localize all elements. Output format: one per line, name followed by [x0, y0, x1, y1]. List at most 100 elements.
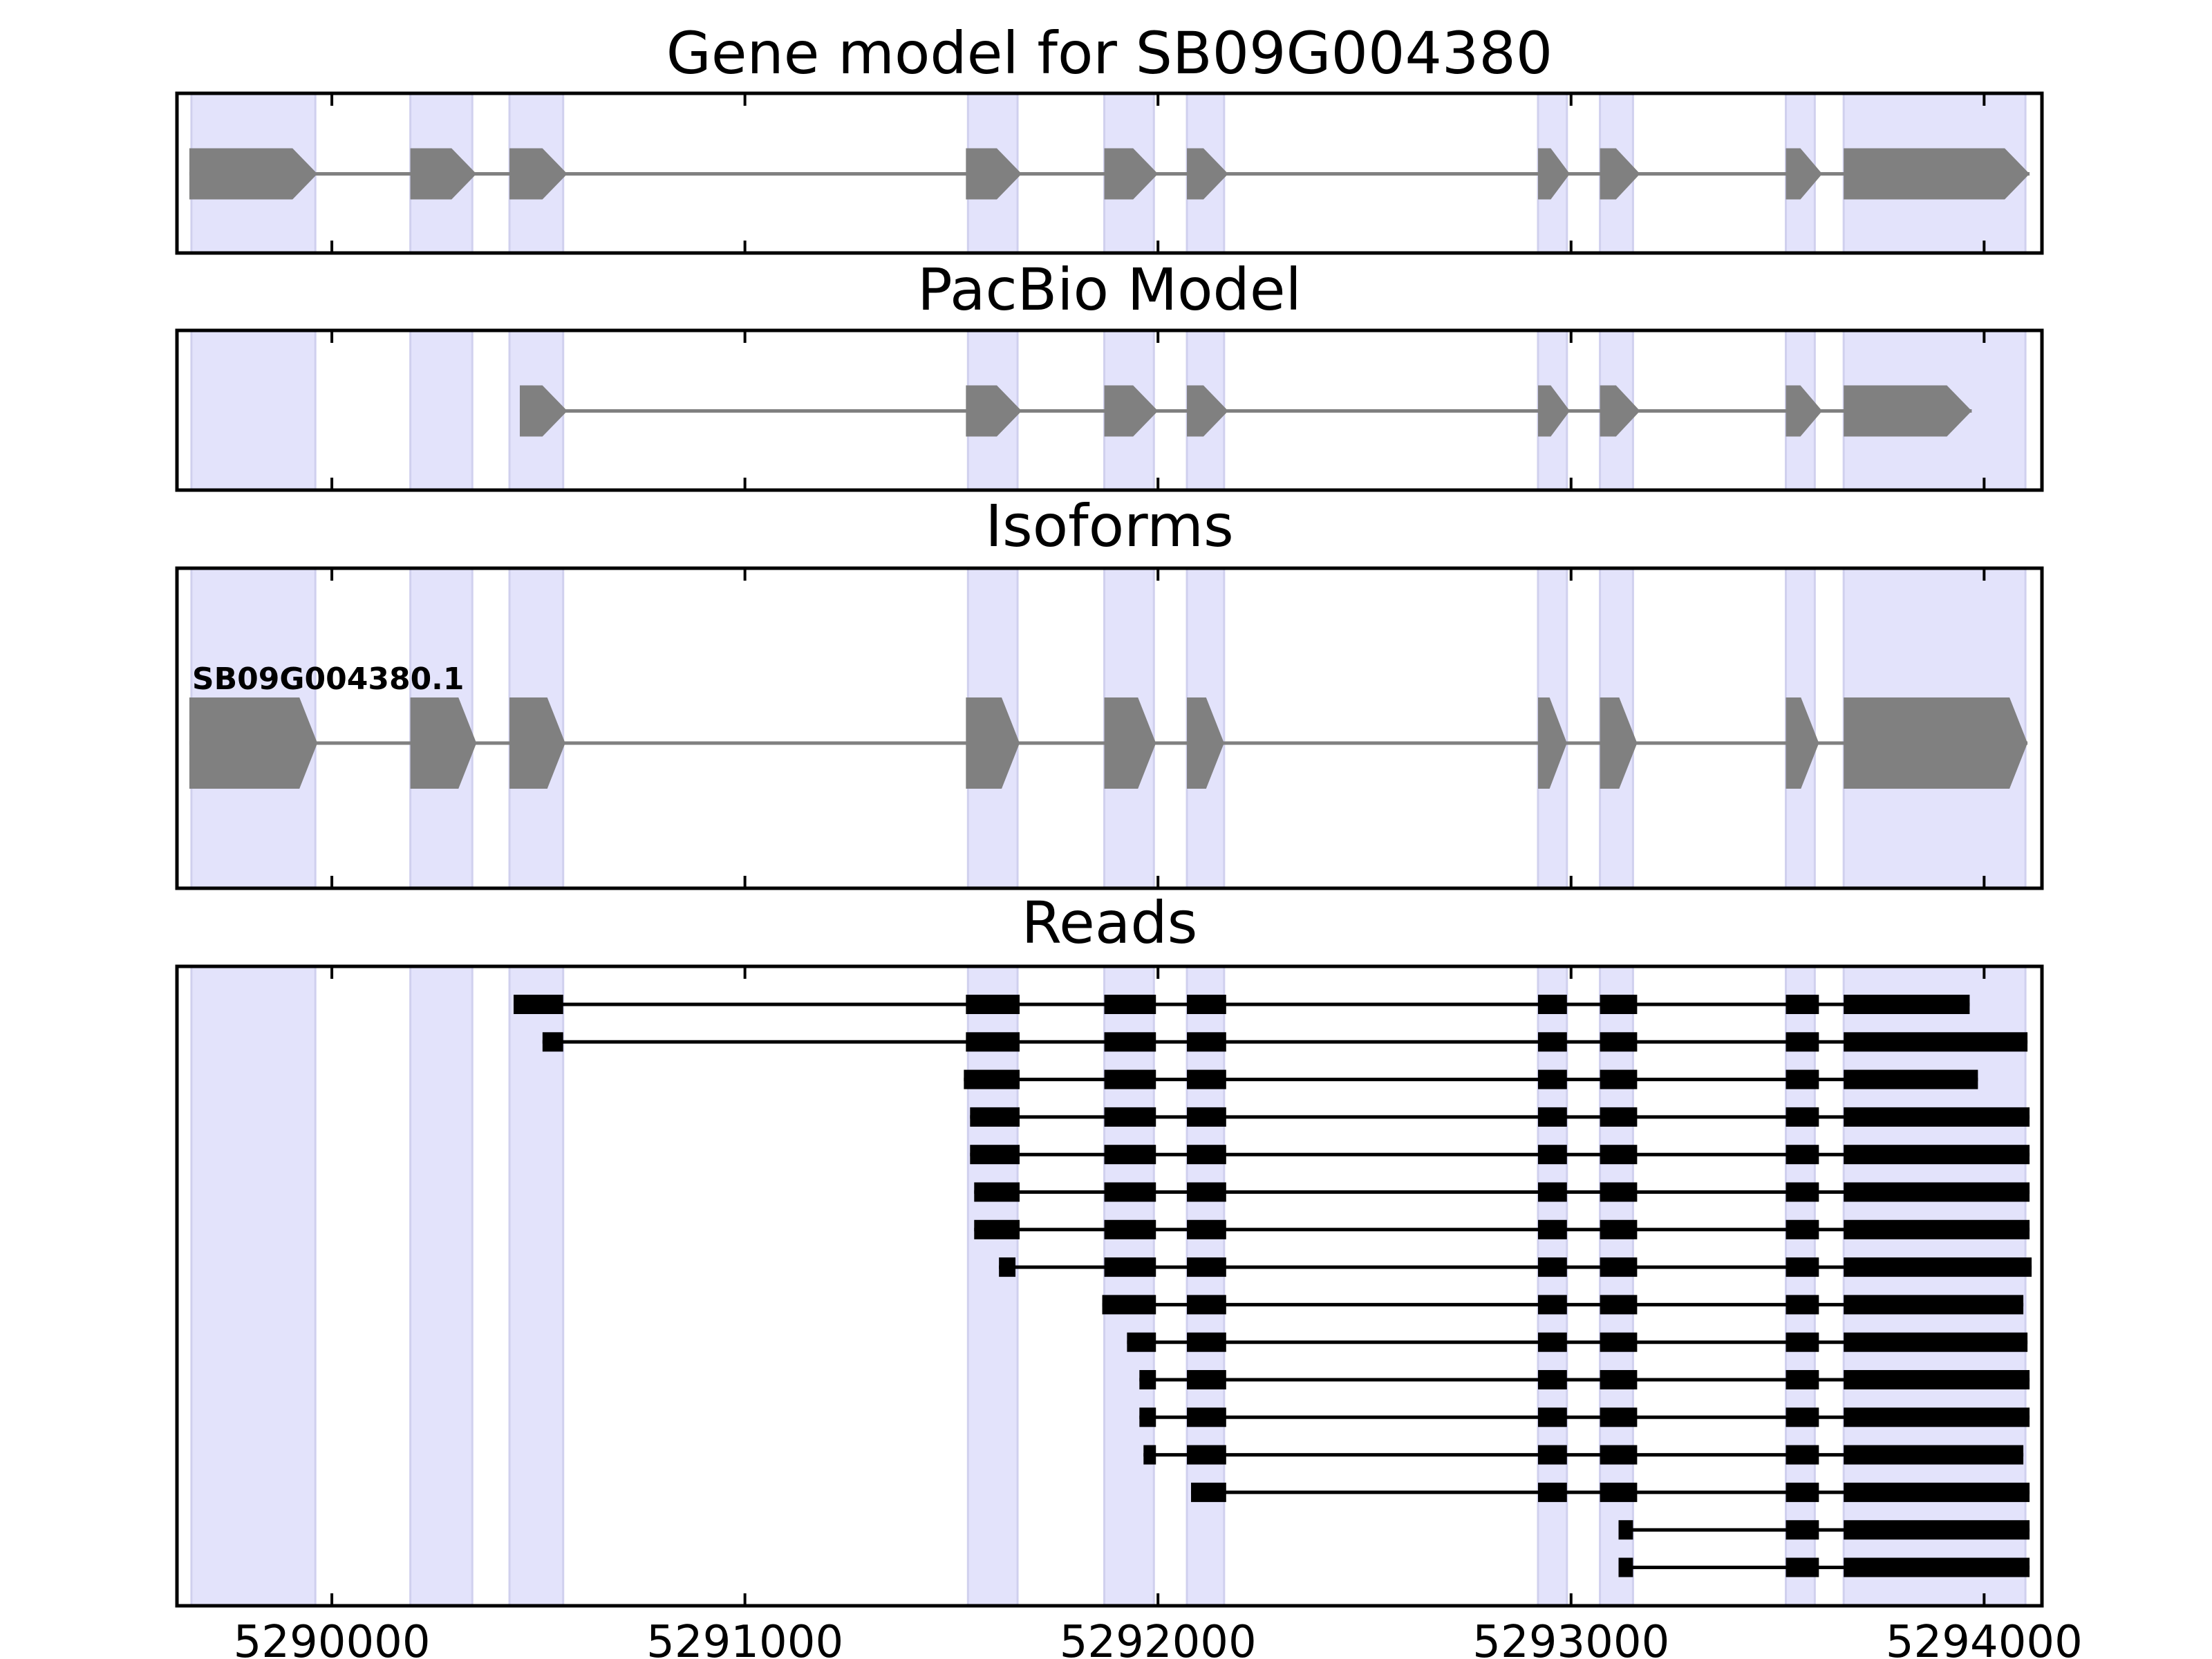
read-block — [1844, 1182, 2030, 1202]
read-block — [974, 1219, 1020, 1239]
read-block — [1187, 995, 1226, 1014]
read-block — [1104, 1032, 1156, 1052]
read-block — [964, 1069, 1020, 1089]
read-block — [974, 1182, 1020, 1202]
read-block — [1844, 1407, 2030, 1427]
highlight-region — [1103, 965, 1155, 1607]
read-block — [1844, 1332, 2028, 1352]
read-block — [1187, 1107, 1226, 1127]
panel-reads: Reads — [175, 889, 2044, 1608]
tick-layer — [330, 568, 1986, 888]
read-block — [1600, 1145, 1638, 1165]
read-block — [1844, 1145, 2030, 1165]
read-block — [542, 1032, 563, 1052]
read-block — [1187, 1445, 1226, 1465]
read-block — [1844, 1069, 1978, 1089]
read-block — [1600, 1182, 1638, 1202]
read-block — [1785, 1332, 1819, 1352]
exon — [966, 148, 1022, 200]
read-block — [1600, 1107, 1638, 1127]
exon — [410, 148, 477, 200]
exon — [189, 148, 318, 200]
read-block — [1187, 1370, 1226, 1389]
highlight-region — [966, 965, 1019, 1607]
read-block — [1537, 1445, 1567, 1465]
panel-title-pacbio-model: PacBio Model — [917, 256, 1302, 324]
tick-layer — [330, 966, 1986, 1606]
exon — [509, 148, 568, 200]
read-block — [1104, 1182, 1156, 1202]
read-block — [1844, 1445, 2024, 1465]
read-block — [1187, 1032, 1226, 1052]
read-block — [1102, 1295, 1156, 1315]
exon — [519, 385, 568, 437]
read-block — [1104, 1145, 1156, 1165]
read-block — [1187, 1407, 1226, 1427]
read-block — [1844, 1520, 2030, 1540]
read-block — [1537, 1032, 1567, 1052]
panel-title-gene-model: Gene model for SB09G004380 — [666, 19, 1553, 87]
read-block — [1187, 1219, 1226, 1239]
exon — [966, 385, 1022, 437]
x-tick-label: 5293000 — [1472, 1617, 1669, 1659]
read-block — [1600, 1219, 1638, 1239]
exon — [1187, 148, 1228, 200]
read-block — [1844, 1482, 2030, 1502]
read-block — [1104, 1219, 1156, 1239]
isoform-exon — [1537, 697, 1567, 789]
highlight-region — [508, 965, 565, 1607]
highlight-region — [190, 965, 317, 1607]
read-block — [966, 1032, 1020, 1052]
read-block — [1104, 1107, 1156, 1127]
exon — [1600, 385, 1640, 437]
read-block — [1785, 1295, 1819, 1315]
read-block — [1785, 1032, 1819, 1052]
x-axis-tick-labels: 5290000 5291000 5292000 5293000 5294000 — [234, 1617, 2083, 1659]
read-block — [1618, 1520, 1633, 1540]
read-block — [1785, 1557, 1819, 1577]
read-block — [1537, 1482, 1567, 1502]
highlight-region — [1842, 965, 2027, 1607]
x-tick-label: 5292000 — [1060, 1617, 1257, 1659]
read-block — [1844, 1370, 2030, 1389]
isoform-label: SB09G004380.1 — [192, 662, 465, 697]
read-block — [1844, 1295, 2024, 1315]
read-block — [1187, 1182, 1226, 1202]
read-block — [1785, 1370, 1819, 1389]
read-block — [1537, 1069, 1567, 1089]
read-block — [1844, 1557, 2030, 1577]
read-block — [1600, 1257, 1638, 1277]
read-block — [1618, 1557, 1633, 1577]
read-block — [1127, 1332, 1156, 1352]
highlight-region — [1785, 965, 1816, 1607]
tick-layer — [330, 330, 1986, 490]
exon — [1187, 385, 1228, 437]
read-block — [1187, 1295, 1226, 1315]
highlight-region — [409, 965, 474, 1607]
read-block — [1785, 1445, 1819, 1465]
read-block — [1600, 1445, 1638, 1465]
panel-frame — [175, 91, 2044, 255]
exon — [1785, 148, 1823, 200]
feature-layer: SB09G004380.1 — [189, 662, 2028, 789]
isoform-exon — [966, 697, 1020, 789]
isoform-exon — [1104, 697, 1156, 789]
read-block — [1537, 1332, 1567, 1352]
isoform-exon — [410, 697, 477, 789]
read-block — [1600, 1332, 1638, 1352]
read-block — [1187, 1069, 1226, 1089]
read-block — [1600, 1069, 1638, 1089]
read-block — [999, 1257, 1016, 1277]
panel-isoforms: Isoforms SB09G004380.1 — [175, 492, 2044, 890]
isoform-exon — [1844, 697, 2028, 789]
read-block — [1785, 1182, 1819, 1202]
isoform-exon — [1785, 697, 1819, 789]
read-block — [1600, 1407, 1638, 1427]
read-block — [1537, 1407, 1567, 1427]
read-block — [1187, 1257, 1226, 1277]
isoform-exon — [1187, 697, 1224, 789]
x-tick-label: 5291000 — [646, 1617, 843, 1659]
read-block — [970, 1145, 1020, 1165]
read-block — [1785, 1069, 1819, 1089]
read-block — [1537, 1145, 1567, 1165]
